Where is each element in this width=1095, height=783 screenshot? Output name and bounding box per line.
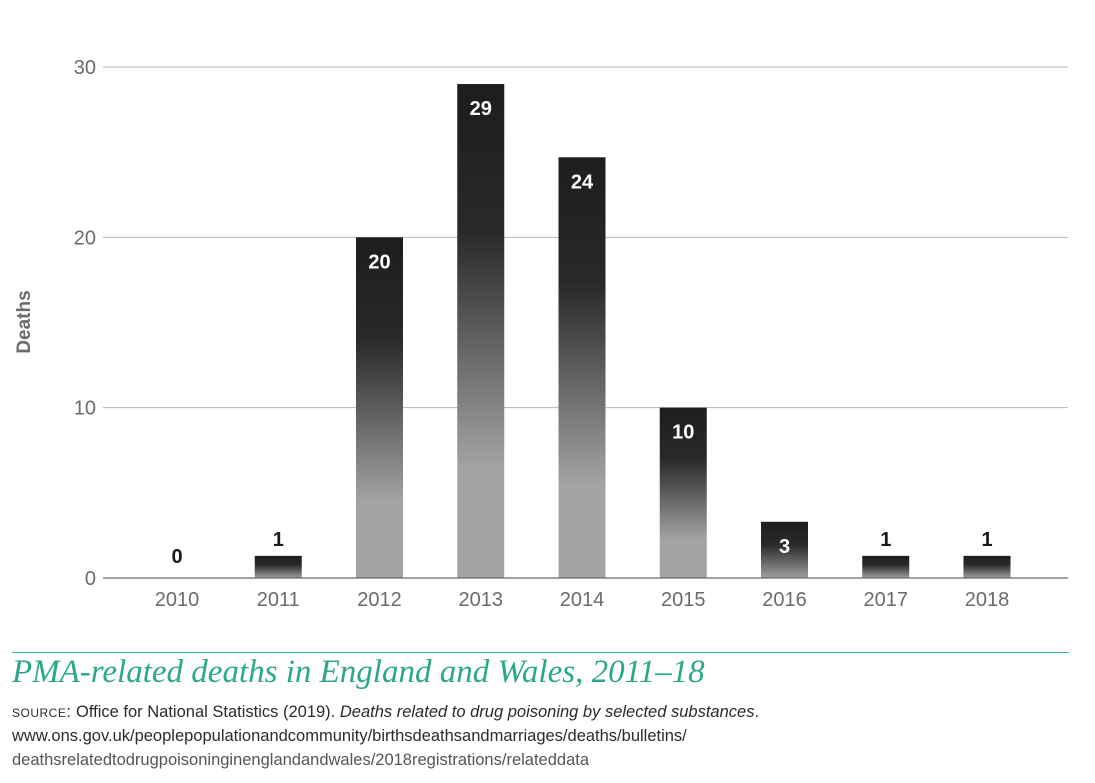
bar-2011 [254,555,302,578]
data-label-2011: 1 [273,529,284,551]
bar-2016 [761,521,808,578]
source-author: Office for National Statistics (2019). [76,703,336,721]
data-label-2015: 10 [672,422,694,444]
x-tick-label-2015: 2015 [661,589,706,611]
bars: 0 1 20 29 24 10 3 1 1 [171,84,1011,579]
x-tick-label-2011: 2011 [257,589,300,611]
y-tick-label: 30 [74,57,96,79]
x-tick-label-2013: 2013 [459,589,504,611]
x-tick-label-2014: 2014 [560,589,605,611]
data-label-2012: 20 [368,251,390,273]
source-note: Source: Office for National Statistics (… [12,700,1072,772]
y-axis-ticks: 0 10 20 30 [74,57,96,590]
data-label-2016: 3 [779,536,790,558]
y-tick-label: 0 [85,568,96,590]
chart-caption: PMA-related deaths in England and Wales,… [12,654,705,690]
bar-2014 [558,157,606,578]
y-tick-label: 20 [74,227,96,249]
y-axis-label: Deaths [14,290,35,353]
data-label-2014: 24 [571,171,594,193]
source-url-line-1[interactable]: www.ons.gov.uk/peoplepopulationandcommun… [12,727,687,745]
x-tick-label-2010: 2010 [155,589,200,611]
source-title: Deaths related to drug poisoning by sele… [339,703,755,721]
x-tick-label-2018: 2018 [965,589,1010,611]
bar-2017 [862,555,910,578]
data-label-2018: 1 [981,529,992,551]
x-tick-label-2017: 2017 [864,589,909,611]
data-label-2010: 0 [171,546,182,568]
bar-2015 [659,407,707,578]
data-label-2013: 29 [470,98,492,120]
x-tick-label-2016: 2016 [762,589,807,611]
data-label-2017: 1 [880,529,891,551]
source-label: Source: [12,703,72,721]
bar-2018 [963,555,1011,578]
y-tick-label: 10 [74,398,96,420]
bar-2013 [457,84,505,579]
source-title-period: . [754,703,760,721]
bar-2012 [356,237,403,579]
x-tick-label-2012: 2012 [357,589,402,611]
caption-rule [12,652,1069,653]
x-axis-ticks: 2010 2011 2012 2013 2014 2015 2016 2017 2018 [155,589,1010,611]
source-url-line-2[interactable]: deathsrelatedtodrugpoisoninginenglandand… [12,751,590,769]
